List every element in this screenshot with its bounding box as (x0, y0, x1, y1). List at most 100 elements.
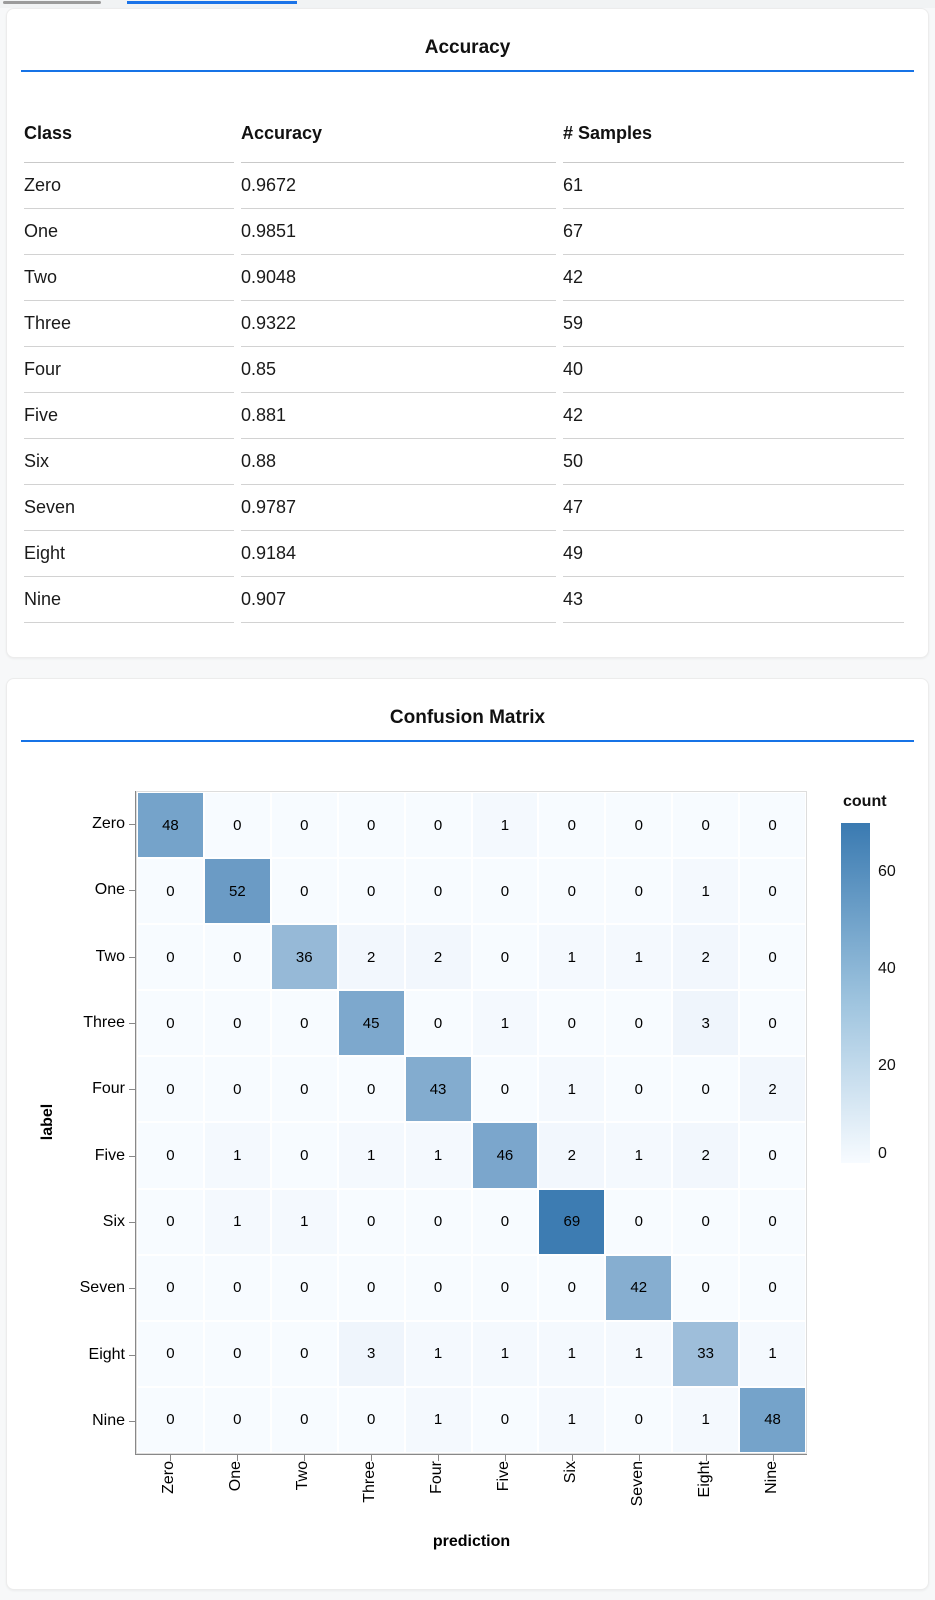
heatmap-cell: 52 (204, 859, 270, 924)
y-tick-label: Zero (92, 815, 125, 833)
heatmap-cell: 0 (138, 925, 203, 990)
heatmap-cell: 2 (405, 925, 471, 990)
heatmap-cell: 0 (204, 1387, 270, 1452)
heatmap-cell: 0 (271, 1321, 337, 1386)
heatmap-cell: 0 (204, 925, 270, 990)
heatmap-cell: 1 (673, 859, 739, 924)
heatmap-cell: 3 (338, 1321, 404, 1386)
row-class: Seven (24, 485, 234, 531)
row-samples: 59 (563, 301, 904, 347)
table-row: Seven 0.9787 47 (24, 485, 907, 531)
row-samples: 43 (563, 577, 904, 623)
heatmap-cell: 0 (740, 991, 805, 1056)
y-tick-mark (129, 1089, 135, 1091)
heatmap-cell: 48 (138, 793, 203, 858)
heatmap-cell: 1 (673, 1387, 739, 1452)
heatmap-cell: 46 (472, 1123, 538, 1188)
table-row: One 0.9851 67 (24, 209, 907, 255)
heatmap-cell: 0 (271, 1123, 337, 1188)
row-samples: 42 (563, 255, 904, 301)
row-accuracy: 0.9048 (241, 255, 556, 301)
table-row: Four 0.85 40 (24, 347, 907, 393)
x-tick-label: Six (562, 1461, 580, 1484)
heatmap-cell: 0 (606, 1057, 672, 1122)
x-tick-mark (773, 1455, 775, 1461)
heatmap-cell: 0 (271, 1387, 337, 1452)
heatmap-cell: 1 (539, 1321, 605, 1386)
heatmap-cell: 0 (138, 1057, 203, 1122)
x-tick-mark (303, 1455, 305, 1461)
y-tick-label: Four (92, 1080, 125, 1098)
legend-tick-label: 40 (878, 959, 896, 977)
heatmap-cell: 2 (338, 925, 404, 990)
legend-tick-label: 60 (878, 862, 896, 880)
row-accuracy: 0.9184 (241, 531, 556, 577)
table-row: Six 0.88 50 (24, 439, 907, 485)
heatmap-cell: 1 (606, 1321, 672, 1386)
row-class: Two (24, 255, 234, 301)
row-accuracy: 0.9787 (241, 485, 556, 531)
heatmap-cell: 0 (405, 1189, 471, 1254)
x-tick-mark (236, 1455, 238, 1461)
heatmap-cell: 0 (138, 1123, 203, 1188)
scrollbar-thumb[interactable] (3, 1, 101, 4)
heatmap-cell: 1 (405, 1321, 471, 1386)
heatmap-cell: 0 (673, 1255, 739, 1320)
heatmap-cell: 1 (338, 1123, 404, 1188)
heatmap-cell: 0 (138, 1255, 203, 1320)
accuracy-table-body: Zero 0.9672 61 One 0.9851 67 Two 0.9048 42 Three 0… (24, 163, 907, 623)
heatmap-cell: 48 (740, 1387, 805, 1452)
y-tick-label: One (94, 881, 125, 899)
x-tick-mark (437, 1455, 439, 1461)
heatmap-grid: 48 0 0 0 0 1 0 0 0 0 0 52 0 0 0 0 0 0 1 0 0 0 36 2 2 0 1 1 2 0 0 0 0 45 0 1… (137, 792, 806, 1453)
y-tick-mark (129, 1354, 135, 1356)
legend-tick-label: 0 (878, 1145, 887, 1162)
x-tick-label: Seven (629, 1461, 647, 1507)
heatmap-cell: 1 (606, 925, 672, 990)
heatmap-cell: 3 (673, 991, 739, 1056)
table-row: Nine 0.907 43 (24, 577, 907, 623)
heatmap-cell: 0 (673, 1189, 739, 1254)
heatmap-cell: 0 (338, 859, 404, 924)
x-tick-label: Eight (696, 1461, 714, 1498)
heatmap-cell: 1 (472, 1321, 538, 1386)
heatmap-cell: 42 (606, 1255, 672, 1320)
heatmap-cell: 0 (338, 1189, 404, 1254)
x-tick-label: Zero (159, 1461, 177, 1494)
y-axis-line (135, 791, 136, 1455)
table-row: Eight 0.9184 49 (24, 531, 907, 577)
heatmap-cell: 0 (338, 1255, 404, 1320)
row-class: Eight (24, 531, 234, 577)
x-tick-label: Three (360, 1461, 378, 1503)
heatmap-cell: 33 (673, 1321, 739, 1386)
heatmap-cell: 0 (539, 793, 605, 858)
heatmap-cell: 1 (539, 1057, 605, 1122)
heatmap-cell: 0 (271, 1255, 337, 1320)
y-tick-mark (129, 890, 135, 892)
row-class: Zero (24, 163, 234, 209)
x-tick-mark (505, 1455, 507, 1461)
heatmap-cell: 0 (405, 793, 471, 858)
y-tick-mark (129, 1155, 135, 1157)
top-strip (0, 0, 935, 8)
row-class: Four (24, 347, 234, 393)
heatmap-cell: 0 (338, 793, 404, 858)
y-tick-label: Seven (79, 1279, 125, 1297)
row-samples: 42 (563, 393, 904, 439)
heatmap-cell: 0 (138, 1387, 203, 1452)
heatmap-cell: 0 (606, 1189, 672, 1254)
heatmap-cell: 0 (539, 1255, 605, 1320)
heatmap-cell: 1 (204, 1189, 270, 1254)
heatmap-cell: 0 (472, 1387, 538, 1452)
row-samples: 49 (563, 531, 904, 577)
heatmap-cell: 1 (539, 925, 605, 990)
y-tick-mark (129, 1023, 135, 1025)
row-class: Six (24, 439, 234, 485)
confusion-title-rule (21, 740, 914, 742)
confusion-matrix-chart: 48 0 0 0 0 1 0 0 0 0 0 52 0 0 0 0 0 0 1 0 0 0 36 2 2 0 1 1 2 0 0 0 0 45 0 1… (7, 679, 930, 1591)
heatmap-cell: 0 (606, 991, 672, 1056)
heatmap-cell: 2 (539, 1123, 605, 1188)
x-tick-label: Two (293, 1461, 311, 1491)
row-accuracy: 0.881 (241, 393, 556, 439)
heatmap-cell: 0 (740, 925, 805, 990)
